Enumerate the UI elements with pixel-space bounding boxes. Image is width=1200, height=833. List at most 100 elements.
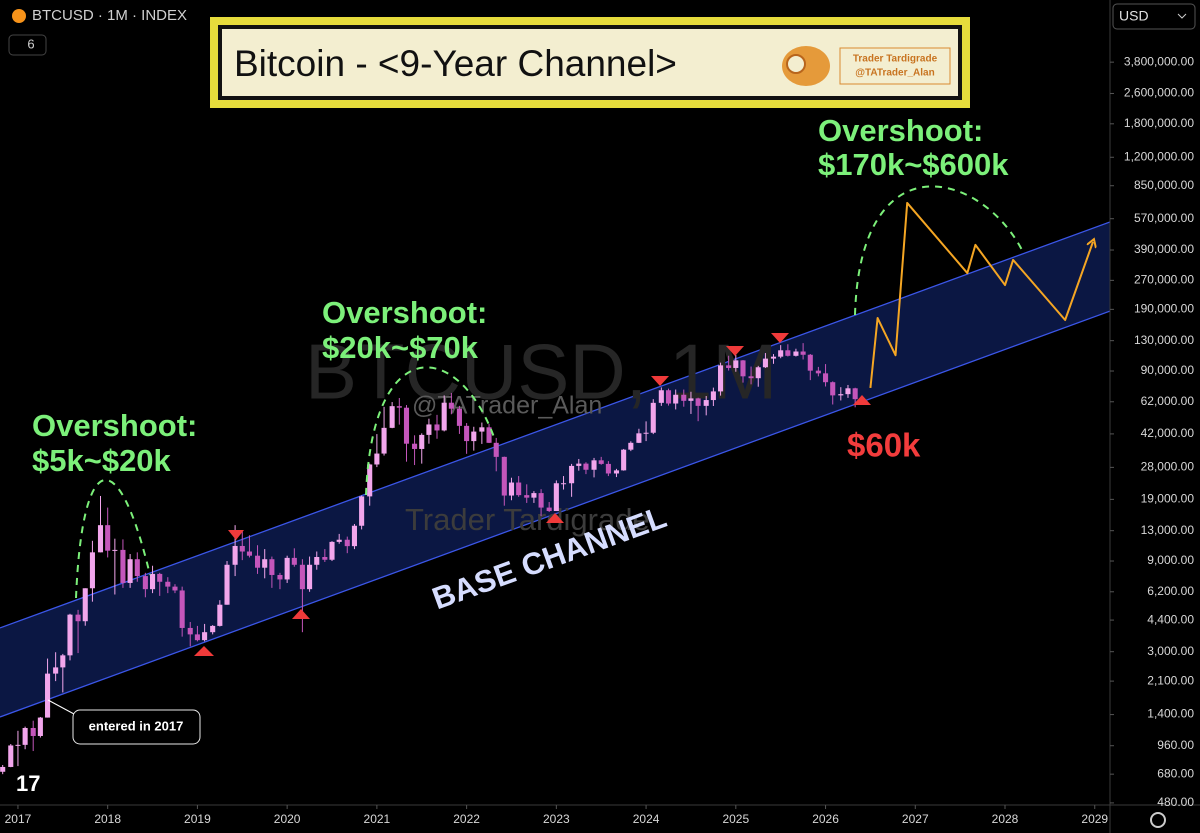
y-tick-label: 90,000.00 (1141, 363, 1195, 377)
indicator-count: 6 (27, 36, 34, 51)
y-tick-label: 270,000.00 (1134, 273, 1194, 287)
pivot-low (194, 646, 214, 656)
candle-body (546, 507, 552, 512)
annotation: $5k~$20k (32, 443, 172, 478)
candle-body (179, 590, 185, 628)
settings-icon[interactable] (1150, 812, 1166, 828)
tv-logo: 17 (16, 771, 40, 796)
candle-body (329, 541, 335, 560)
candle-body (755, 367, 761, 379)
candle-body (381, 427, 387, 454)
candle-body (508, 482, 515, 496)
watermark: Trader Tardigrade (405, 502, 650, 537)
candle-body (598, 460, 604, 464)
x-tick-label: 2023 (543, 812, 570, 826)
price-target: $60k (847, 427, 921, 464)
projection-line (869, 201, 1093, 389)
pivot-low (292, 609, 310, 619)
candle-body (748, 376, 754, 379)
x-tick-label: 2020 (274, 812, 301, 826)
y-tick-label: 1,400.00 (1147, 707, 1194, 721)
candle-body (703, 400, 709, 406)
candle-body (643, 432, 649, 434)
candle-body (516, 482, 522, 496)
candle-body (613, 470, 620, 474)
candle-body (456, 408, 462, 426)
candle-body (224, 564, 230, 605)
y-tick-label: 19,000.00 (1141, 492, 1195, 506)
y-tick-label: 6,200.00 (1147, 584, 1194, 598)
candle-body (134, 559, 140, 577)
candle-body (0, 766, 6, 772)
candle-body (448, 402, 454, 409)
author-name: Trader Tardigrade (853, 54, 938, 65)
candle-body (374, 453, 380, 465)
candle-body (688, 398, 694, 401)
candle-body (695, 398, 701, 406)
x-tick-label: 2024 (633, 812, 660, 826)
dropdown-caret (1177, 13, 1187, 19)
overshoot-arc (854, 185, 1023, 316)
candle-body (157, 573, 163, 582)
pivot-high (228, 530, 244, 540)
channel-upper (0, 221, 1110, 629)
candle-body (538, 493, 544, 508)
y-tick-label: 850,000.00 (1134, 178, 1194, 192)
candle-body (800, 351, 806, 355)
candle-body (246, 551, 253, 556)
candle-body (403, 407, 410, 444)
candle-body (636, 433, 642, 443)
candle-body (726, 365, 732, 368)
annotation: Overshoot: (32, 408, 197, 443)
annotation: Overshoot: (322, 295, 487, 330)
currency-select[interactable] (1112, 3, 1196, 30)
candle-body (434, 424, 440, 431)
x-tick-label: 2029 (1081, 812, 1108, 826)
indicator-toggle[interactable] (8, 34, 47, 56)
candle-body (75, 614, 81, 622)
y-tick-label: 28,000.00 (1141, 460, 1195, 474)
candle-body (105, 525, 111, 551)
y-tick-label: 480.00 (1157, 795, 1194, 809)
pivot-low (853, 395, 871, 405)
candle-body (120, 549, 126, 583)
candle-body (112, 549, 118, 551)
candle-body (823, 373, 829, 383)
annotation: $170k~$600k (818, 147, 1009, 182)
candle-body (210, 625, 216, 633)
candle-body (665, 390, 672, 404)
candle-body (553, 483, 559, 512)
x-tick-label: 2022 (453, 812, 480, 826)
candle-body (172, 586, 178, 591)
author-box (839, 47, 951, 85)
y-tick-label: 9,000.00 (1147, 553, 1194, 567)
candle-body (493, 442, 499, 457)
x-tick-label: 2017 (5, 812, 32, 826)
candle-body (336, 539, 342, 542)
candle-body (560, 483, 567, 485)
candle-body (37, 717, 43, 736)
candle-body (8, 745, 14, 767)
coin-icon (12, 9, 26, 23)
candle-body (531, 493, 537, 498)
y-tick-label: 2,600,000.00 (1124, 86, 1194, 100)
candle-body (501, 456, 507, 496)
overshoot-arcs (75, 185, 1023, 599)
y-tick-label: 1,800,000.00 (1124, 116, 1194, 130)
y-tick-label: 4,400.00 (1147, 612, 1194, 626)
candle-body (807, 354, 813, 371)
candle-body (762, 358, 768, 368)
candle-body (150, 573, 156, 590)
symbol[interactable]: BTCUSD · 1M · INDEX (32, 7, 187, 24)
candle-body (127, 559, 133, 583)
candle-body (67, 614, 73, 656)
candle-body (621, 449, 627, 471)
candle-body (740, 360, 746, 377)
candle-body (254, 555, 261, 568)
candle-body (165, 581, 171, 587)
candle-body (793, 351, 799, 356)
candle-body (441, 402, 447, 431)
x-tick-label: 2028 (992, 812, 1019, 826)
x-tick-label: 2027 (902, 812, 929, 826)
channel-fill (0, 221, 1110, 717)
